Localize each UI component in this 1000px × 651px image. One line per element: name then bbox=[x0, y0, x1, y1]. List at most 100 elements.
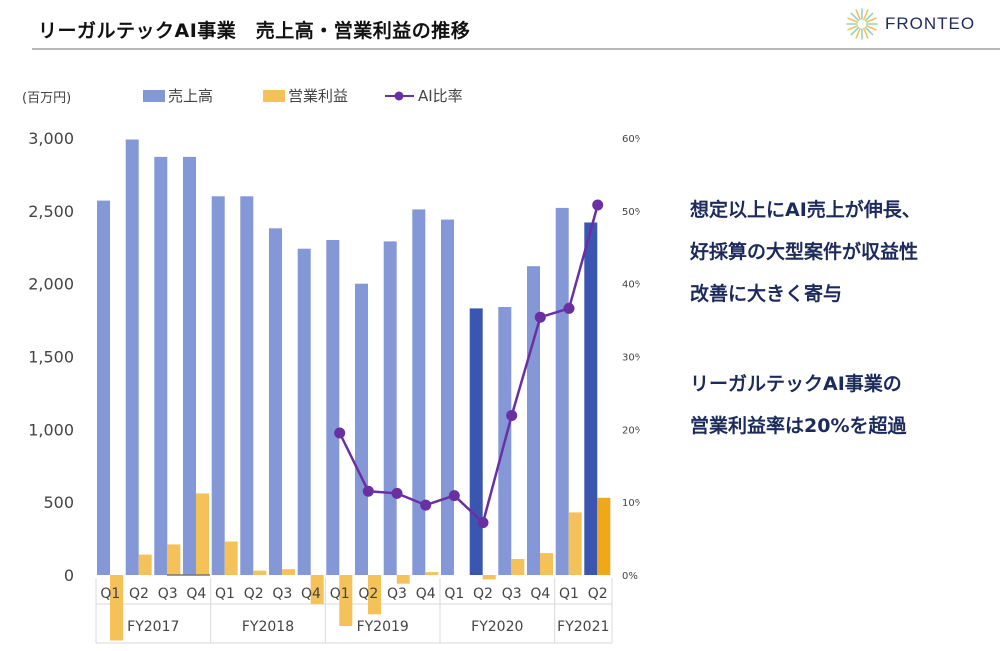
logo-ray bbox=[863, 9, 869, 21]
ai-ratio-point bbox=[534, 311, 546, 323]
sunburst-icon bbox=[846, 8, 878, 40]
quarter-tick-label: Q4 bbox=[416, 586, 436, 602]
quarter-tick-label: Q3 bbox=[272, 586, 292, 602]
sales-bar bbox=[469, 308, 483, 575]
y-left-tick-label: 3,000 bbox=[28, 129, 74, 148]
message-line: 営業利益率は20%を超過 bbox=[690, 415, 907, 437]
quarter-tick-label: Q2 bbox=[588, 586, 608, 602]
unit-label: (百万円) bbox=[22, 91, 71, 106]
ai-ratio-point bbox=[334, 427, 346, 439]
quarter-tick-label: Q1 bbox=[559, 586, 579, 602]
profit-bar bbox=[196, 493, 209, 575]
profit-bar bbox=[310, 575, 324, 605]
sales-bar bbox=[297, 248, 311, 575]
legend-ai-label: AI比率 bbox=[418, 87, 463, 105]
sales-bar bbox=[527, 266, 540, 575]
sales-bar bbox=[125, 139, 139, 575]
quarter-tick-label: Q4 bbox=[530, 586, 550, 602]
logo-ray bbox=[864, 12, 874, 22]
y-right-tick-label: 60% bbox=[622, 134, 640, 145]
logo-text: FRONTEO bbox=[885, 14, 976, 33]
profit-bar bbox=[282, 569, 295, 575]
logo-ray bbox=[855, 9, 861, 21]
profit-bar bbox=[396, 575, 410, 584]
logo-ray bbox=[850, 12, 860, 22]
y-left-tick-label: 2,500 bbox=[28, 202, 74, 221]
ai-ratio-point bbox=[420, 499, 432, 511]
profit-bar bbox=[540, 553, 553, 575]
quarter-tick-label: Q3 bbox=[158, 586, 178, 602]
logo-ray bbox=[865, 17, 877, 23]
ai-ratio-point bbox=[563, 302, 575, 314]
logo-ray bbox=[865, 25, 877, 31]
ai-ratio-point bbox=[362, 485, 374, 497]
ai-ratio-point bbox=[448, 490, 460, 502]
legend-profit-label: 営業利益 bbox=[288, 87, 348, 105]
group-label: FY2021 bbox=[557, 619, 609, 635]
profit-bar bbox=[138, 554, 152, 575]
profit-bar bbox=[597, 497, 611, 575]
ai-ratio-point bbox=[592, 199, 604, 211]
sales-bar bbox=[555, 207, 569, 575]
quarter-tick-label: Q2 bbox=[473, 586, 493, 602]
group-label: FY2017 bbox=[127, 619, 179, 635]
quarter-tick-label: Q4 bbox=[301, 586, 321, 602]
sales-bar bbox=[326, 240, 340, 575]
legend-sales-label: 売上高 bbox=[168, 87, 213, 105]
brand-logo: FRONTEO bbox=[845, 6, 975, 42]
sales-bar bbox=[211, 196, 225, 576]
y-left-tick-label: 2,000 bbox=[28, 275, 74, 294]
profit-bar bbox=[253, 570, 267, 575]
logo-ray bbox=[864, 26, 874, 36]
ai-ratio-point bbox=[506, 410, 518, 421]
sales-bar bbox=[412, 209, 426, 575]
sales-bar bbox=[97, 200, 110, 575]
quarter-tick-label: Q1 bbox=[100, 586, 120, 602]
logo-ray bbox=[863, 27, 869, 39]
profit-bar bbox=[368, 575, 381, 615]
quarter-tick-label: Q2 bbox=[358, 586, 378, 602]
sales-bar bbox=[584, 222, 598, 575]
profit-bar bbox=[339, 575, 353, 626]
sales-bar bbox=[183, 156, 196, 575]
margin-message-block: リーガルテックAI事業の 営業利益率は20%を超過 bbox=[690, 370, 906, 454]
group-label: FY2020 bbox=[471, 619, 523, 635]
y-left-tick-label: 1,500 bbox=[28, 348, 74, 367]
sales-bar bbox=[269, 228, 282, 576]
y-right-tick-label: 30% bbox=[622, 353, 640, 364]
profit-bar bbox=[568, 512, 582, 575]
message-line: 改善に大きく寄与 bbox=[690, 283, 843, 305]
y-right-tick-label: 20% bbox=[622, 425, 640, 436]
legend-ai-marker bbox=[394, 91, 404, 101]
y-right-tick-label: 50% bbox=[622, 207, 640, 218]
ai-ratio-point bbox=[391, 487, 403, 499]
message-line: 想定以上にAI売上が伸長、 bbox=[690, 199, 921, 221]
quarter-tick-label: Q2 bbox=[244, 586, 264, 602]
group-label: FY2018 bbox=[242, 619, 294, 635]
profit-bar bbox=[110, 575, 123, 641]
y-right-tick-label: 10% bbox=[622, 498, 640, 509]
logo-ray bbox=[850, 26, 860, 36]
quarter-tick-label: Q1 bbox=[215, 586, 235, 602]
ai-ratio-line bbox=[338, 204, 599, 525]
quarter-tick-label: Q1 bbox=[330, 586, 350, 602]
group-label: FY2019 bbox=[357, 619, 409, 635]
profit-bar bbox=[425, 572, 439, 575]
key-message-block: 想定以上にAI売上が伸長、 好採算の大型案件が収益性 改善に大きく寄与 bbox=[690, 196, 921, 322]
sales-bar bbox=[240, 196, 254, 576]
quarter-tick-label: Q2 bbox=[129, 586, 149, 602]
ai-ratio-point bbox=[477, 517, 489, 529]
quarter-tick-label: Q4 bbox=[186, 586, 206, 602]
sales-bar bbox=[383, 241, 397, 575]
y-right-tick-label: 40% bbox=[622, 280, 640, 291]
page-title: リーガルテックAI事業 売上高・営業利益の推移 bbox=[38, 20, 471, 42]
sales-profit-chart: 3,000 2,500 2,000 1,500 1,000 500 0 60% 50% 40% 30… bbox=[22, 87, 640, 644]
profit-bar bbox=[511, 559, 525, 575]
title-divider bbox=[32, 48, 1000, 50]
y-left-tick-label: 1,000 bbox=[28, 420, 74, 439]
message-line: 好採算の大型案件が収益性 bbox=[690, 241, 919, 263]
y-left-tick-label: 0 bbox=[64, 566, 74, 585]
profit-bar bbox=[482, 575, 496, 580]
profit-bar bbox=[167, 544, 181, 575]
logo-ray bbox=[847, 17, 859, 23]
